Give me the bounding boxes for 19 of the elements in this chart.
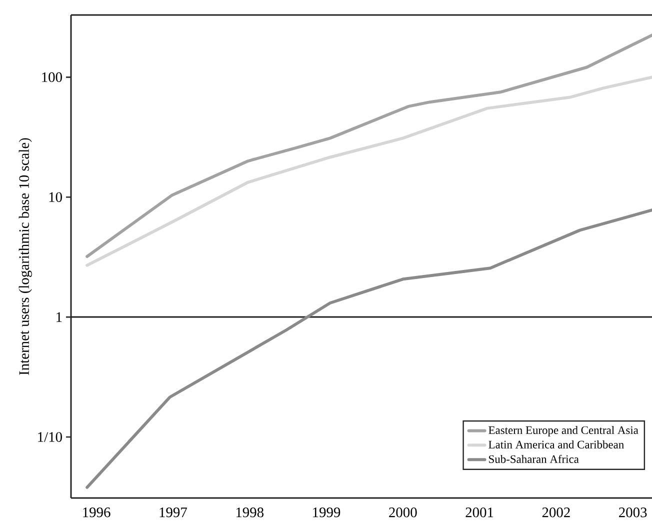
y-tick-label: 1: [56, 312, 62, 322]
x-tick-label: 1996: [83, 508, 110, 518]
x-tick-label: 1997: [160, 508, 187, 518]
legend-label: Latin America and Caribbean: [488, 440, 624, 448]
x-tick-label: 1999: [313, 508, 340, 518]
y-tick-label: 100: [42, 72, 62, 82]
x-tick-label: 2003: [619, 508, 647, 518]
line-series: [86, 76, 652, 267]
x-tick-label: 2002: [542, 508, 570, 518]
line-series: [86, 34, 652, 258]
y-tick-label: 1/10: [38, 432, 62, 442]
y-axis-title: Internet users (logarithmic base 10 scale): [18, 138, 32, 375]
x-tick-label: 2001: [466, 508, 494, 518]
x-tick-label: 1998: [236, 508, 264, 518]
line-series: [86, 208, 652, 489]
y-tick-label: 10: [49, 192, 62, 202]
legend-label: Eastern Europe and Central Asia: [488, 426, 638, 436]
legend-label: Sub-Saharan Africa: [489, 454, 579, 464]
x-tick-label: 2000: [389, 508, 417, 518]
